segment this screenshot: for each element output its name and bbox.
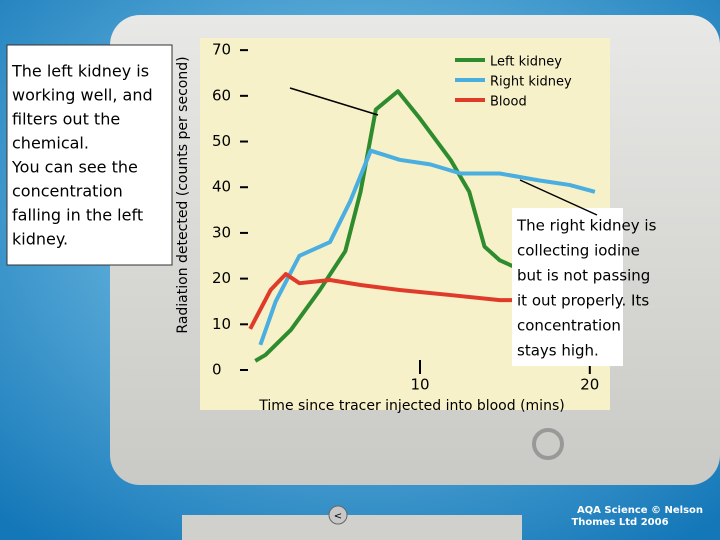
annotation-text: filters out the bbox=[12, 110, 120, 129]
monitor-knob bbox=[532, 428, 564, 460]
y-tick-label: 30 bbox=[212, 223, 231, 241]
annotations: The left kidney is working well, and filte… bbox=[11, 62, 657, 360]
annotation-box bbox=[512, 208, 623, 366]
annotation-text: working well, and bbox=[12, 86, 153, 105]
series-line bbox=[254, 89, 522, 363]
monitor-base bbox=[182, 515, 522, 540]
series-line bbox=[248, 272, 516, 330]
legend-label: Left kidney bbox=[490, 55, 562, 70]
y-tick-label: 20 bbox=[212, 269, 231, 287]
arrow bbox=[519, 179, 598, 216]
y-tick-label: 10 bbox=[212, 315, 231, 333]
annotation-text: but is not passing bbox=[517, 267, 650, 285]
series-line bbox=[258, 148, 596, 346]
y-axis-label: Radiation detected (counts per second) bbox=[175, 56, 191, 333]
annotation-text: You can see the bbox=[11, 158, 138, 177]
legend-label: Blood bbox=[490, 95, 527, 110]
annotation-text: concentration bbox=[517, 317, 621, 335]
y-tick-label: 60 bbox=[212, 86, 231, 104]
y-tick-label: 50 bbox=[212, 132, 231, 150]
arrow bbox=[289, 87, 379, 116]
annotation-text: The right kidney is bbox=[516, 217, 657, 235]
footer: Thomes Ltd 2006 bbox=[571, 517, 668, 528]
annotation-text: falling in the left bbox=[12, 206, 143, 225]
plot: 0 10 20 30 40 50 60 70 10 20 Left kidney Right kidn… bbox=[212, 41, 599, 394]
annotation-text: chemical. bbox=[12, 134, 89, 153]
y-tick-label: 70 bbox=[212, 41, 231, 59]
annotation-text: it out properly. Its bbox=[517, 292, 649, 310]
annotation-text: The left kidney is bbox=[11, 62, 149, 81]
legend-label: Right kidney bbox=[490, 75, 572, 90]
annotation-box bbox=[6, 44, 173, 266]
x-axis-label: Time since tracer injected into blood (m… bbox=[258, 398, 564, 414]
y-tick-label: 0 bbox=[212, 361, 222, 379]
y-tick-label: 40 bbox=[212, 178, 231, 196]
annotation-text: stays high. bbox=[517, 342, 599, 360]
annotation-text: kidney. bbox=[12, 230, 68, 249]
annotation-text: concentration bbox=[12, 182, 123, 201]
annotation-text: collecting iodine bbox=[517, 242, 640, 260]
nav-button[interactable] bbox=[328, 505, 348, 525]
x-tick-label: 10 bbox=[410, 376, 429, 394]
x-tick-label: 20 bbox=[580, 376, 599, 394]
footer: AQA Science © Nelson bbox=[577, 505, 703, 516]
nav-button-label[interactable]: < bbox=[334, 511, 342, 522]
